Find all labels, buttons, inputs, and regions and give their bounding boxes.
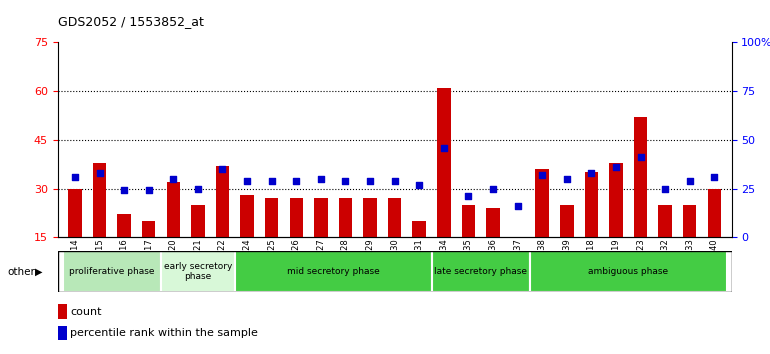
Bar <box>708 188 721 237</box>
Point <box>634 154 647 160</box>
Point <box>437 145 450 150</box>
Text: percentile rank within the sample: percentile rank within the sample <box>70 328 258 338</box>
Bar <box>142 221 156 237</box>
Bar <box>437 88 450 237</box>
Text: other: other <box>8 267 35 277</box>
Text: ▶: ▶ <box>35 267 43 277</box>
Bar <box>62 251 161 292</box>
Bar <box>683 205 696 237</box>
Bar <box>314 198 327 237</box>
Bar <box>363 198 377 237</box>
Bar <box>191 205 205 237</box>
Bar <box>511 237 524 276</box>
Point <box>216 166 229 172</box>
Bar <box>265 198 279 237</box>
Text: proliferative phase: proliferative phase <box>69 267 155 276</box>
Text: early secretory
phase: early secretory phase <box>164 262 232 281</box>
Bar <box>235 251 431 292</box>
Point <box>290 178 303 183</box>
Bar <box>486 208 500 237</box>
Bar <box>658 205 672 237</box>
Point <box>561 176 573 182</box>
Bar <box>584 172 598 237</box>
Point <box>684 178 696 183</box>
Point <box>708 174 721 179</box>
Bar <box>161 251 235 292</box>
Point <box>93 170 105 176</box>
Bar <box>560 205 574 237</box>
Bar <box>530 251 727 292</box>
Bar <box>634 117 648 237</box>
Bar <box>609 162 623 237</box>
Bar <box>413 221 426 237</box>
Point <box>462 193 474 199</box>
Bar <box>339 198 352 237</box>
Point <box>340 178 352 183</box>
Point <box>659 185 671 191</box>
Point <box>266 178 278 183</box>
Point <box>413 182 425 188</box>
Point <box>167 176 179 182</box>
Bar <box>216 166 229 237</box>
Point <box>536 172 548 178</box>
Point <box>69 174 81 179</box>
Point <box>487 185 499 191</box>
Point <box>585 170 598 176</box>
Point <box>142 188 155 193</box>
Point <box>192 185 204 191</box>
Text: GDS2052 / 1553852_at: GDS2052 / 1553852_at <box>58 15 203 28</box>
Point <box>118 188 130 193</box>
Bar <box>535 169 549 237</box>
Bar <box>462 205 475 237</box>
Bar <box>117 215 131 237</box>
Text: mid secretory phase: mid secretory phase <box>286 267 380 276</box>
Point <box>511 203 524 209</box>
Text: late secretory phase: late secretory phase <box>434 267 527 276</box>
Text: count: count <box>70 307 102 316</box>
Bar <box>431 251 530 292</box>
Point <box>388 178 400 183</box>
Point <box>315 176 327 182</box>
Point <box>241 178 253 183</box>
Bar <box>290 198 303 237</box>
Bar <box>240 195 254 237</box>
Bar <box>166 182 180 237</box>
Bar <box>93 162 106 237</box>
Point <box>364 178 377 183</box>
Bar <box>388 198 401 237</box>
Point <box>610 164 622 170</box>
Text: ambiguous phase: ambiguous phase <box>588 267 668 276</box>
Bar <box>69 188 82 237</box>
